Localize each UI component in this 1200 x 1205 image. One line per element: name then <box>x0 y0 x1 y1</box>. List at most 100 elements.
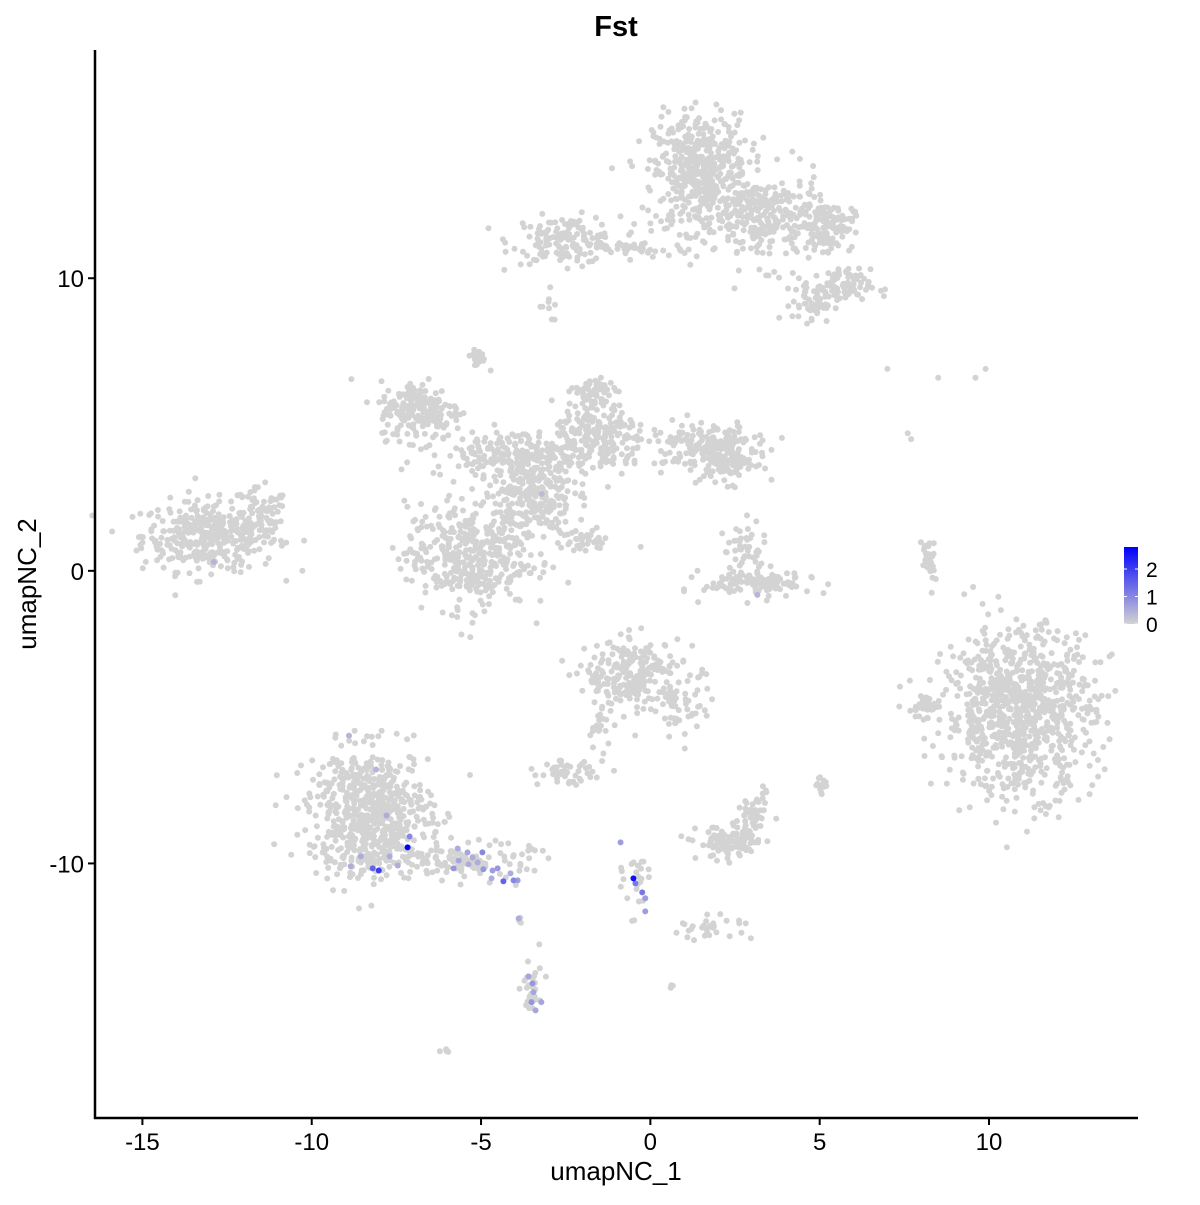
cell-point <box>568 427 575 434</box>
cell-point <box>506 439 513 445</box>
cell-point <box>974 728 981 734</box>
cell-point <box>440 424 447 431</box>
cell-point <box>560 452 567 459</box>
cell-point <box>470 512 476 519</box>
cell-point <box>705 202 712 209</box>
cell-point <box>390 431 397 438</box>
cell-point <box>462 552 469 559</box>
cell-point <box>820 224 827 231</box>
cell-point <box>228 498 235 505</box>
cell-point <box>700 473 707 480</box>
cell-point <box>1023 632 1030 639</box>
cell-point <box>435 463 442 470</box>
cell-point <box>744 526 751 532</box>
cell-point <box>505 544 512 551</box>
cell-point <box>651 460 658 467</box>
cell-point <box>869 284 875 291</box>
cell-point <box>531 464 538 471</box>
cell-point <box>352 740 359 747</box>
cell-point <box>571 479 578 486</box>
cell-point <box>756 214 763 221</box>
cell-point <box>946 766 953 773</box>
cell-point <box>709 133 716 140</box>
cell-point <box>540 533 547 540</box>
cell-point <box>703 433 710 440</box>
cell-point <box>577 662 584 669</box>
cell-point <box>540 569 547 576</box>
cell-point <box>608 405 615 412</box>
cell-point <box>780 187 787 194</box>
cell-point <box>921 735 928 742</box>
cell-point <box>558 544 565 551</box>
cell-point <box>689 837 696 844</box>
cell-point <box>433 579 440 585</box>
cell-point <box>456 542 463 549</box>
cell-point <box>406 387 412 394</box>
cell-point <box>789 313 796 320</box>
cell-point <box>556 467 563 474</box>
cell-point <box>633 433 640 440</box>
cell-point <box>980 689 987 696</box>
cell-point <box>812 209 819 216</box>
cell-point <box>658 218 664 225</box>
cell-point <box>631 686 638 693</box>
cell-point <box>596 726 603 733</box>
cell-point <box>738 436 744 443</box>
cell-point <box>739 572 746 578</box>
cell-point <box>702 182 709 189</box>
cell-point <box>687 445 693 452</box>
cell-point <box>644 166 651 172</box>
cell-point <box>192 475 199 482</box>
cell-point <box>764 223 771 230</box>
cell-point <box>413 432 420 439</box>
cell-point <box>624 455 630 462</box>
cell-point <box>527 570 534 577</box>
cell-point <box>1079 676 1086 683</box>
cell-point <box>474 575 481 582</box>
cell-point <box>979 647 986 654</box>
cell-point <box>500 527 507 533</box>
cell-point <box>230 540 237 547</box>
cell-point <box>684 412 691 419</box>
cell-point <box>691 189 698 196</box>
cell-point <box>567 218 574 225</box>
cell-point <box>195 565 202 572</box>
cell-point <box>709 140 716 147</box>
cell-point <box>789 270 796 276</box>
cell-point <box>1045 629 1052 635</box>
cell-point <box>251 547 258 554</box>
cell-point <box>423 523 430 530</box>
cell-point <box>935 730 942 737</box>
cell-point <box>784 579 791 586</box>
cell-point <box>690 206 696 213</box>
cell-point <box>1100 744 1107 750</box>
cell-point <box>1092 677 1098 684</box>
cell-point <box>137 510 144 517</box>
cell-point <box>1037 807 1044 814</box>
cell-point <box>1025 712 1032 719</box>
cell-point <box>965 707 972 713</box>
cell-point <box>525 562 531 569</box>
cell-point <box>135 534 142 541</box>
cell-point <box>252 537 259 543</box>
cell-point <box>716 445 723 451</box>
cell-point <box>665 130 672 137</box>
cell-point <box>1000 785 1007 792</box>
cell-point <box>1086 762 1093 769</box>
cell-point <box>692 710 699 717</box>
cell-point <box>628 658 634 665</box>
cell-point <box>705 445 712 452</box>
cell-point <box>690 179 696 185</box>
cell-point <box>687 458 694 465</box>
cell-point <box>539 513 546 520</box>
cell-point <box>517 438 524 445</box>
cell-point <box>563 458 570 465</box>
cell-point <box>182 554 189 561</box>
cell-point <box>459 436 466 443</box>
cell-point <box>470 351 477 358</box>
cell-point <box>934 658 941 665</box>
cell-point <box>139 565 146 572</box>
cell-point <box>931 700 938 707</box>
cell-point <box>583 394 590 401</box>
